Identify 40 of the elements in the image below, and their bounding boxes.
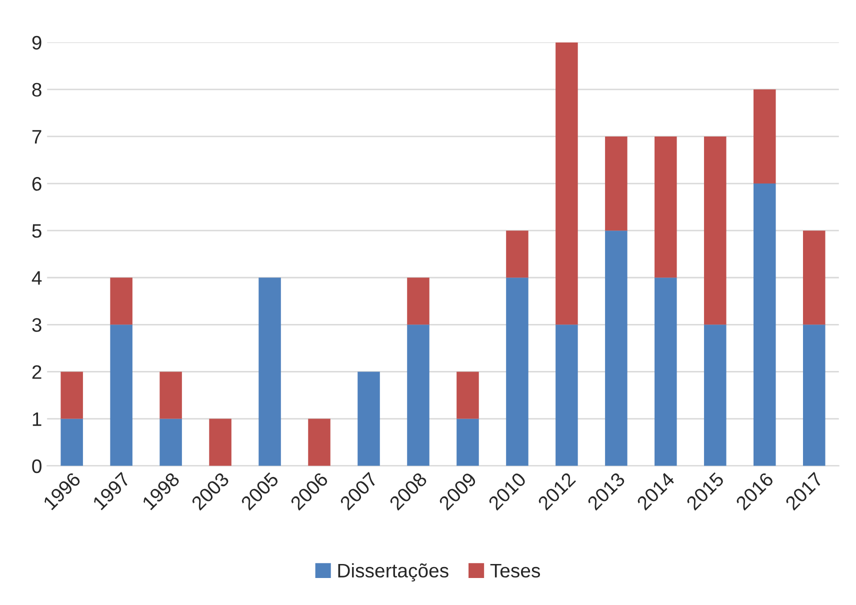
legend-label: Dissertações xyxy=(338,563,448,582)
y-tick-label: 6 xyxy=(32,176,42,191)
bar xyxy=(803,230,826,325)
bar xyxy=(358,372,380,466)
bar xyxy=(60,418,83,466)
bar xyxy=(803,324,826,466)
bar xyxy=(654,278,677,466)
y-tick-label: 3 xyxy=(32,318,42,332)
bar xyxy=(110,278,132,325)
bar xyxy=(704,136,726,325)
y-tick-label: 0 xyxy=(32,459,42,474)
bar xyxy=(456,418,479,466)
bar xyxy=(605,230,628,466)
bar xyxy=(704,324,726,466)
bar xyxy=(556,42,578,325)
bar xyxy=(456,372,479,419)
bar xyxy=(160,418,182,466)
bar xyxy=(754,184,776,466)
legend-label: Teses xyxy=(490,564,540,578)
y-tick-label: 1 xyxy=(32,412,42,426)
bar xyxy=(506,230,528,278)
bar xyxy=(407,278,430,325)
bar xyxy=(754,89,776,184)
bar xyxy=(654,136,677,278)
bar xyxy=(258,278,281,466)
y-tick-label: 5 xyxy=(32,224,42,238)
bar xyxy=(605,136,628,231)
bar xyxy=(110,324,132,466)
bar xyxy=(60,372,83,419)
y-tick-label: 8 xyxy=(32,82,42,97)
y-tick-label: 2 xyxy=(32,365,42,379)
bar xyxy=(556,324,578,466)
y-tick-label: 9 xyxy=(32,36,42,50)
y-tick-label: 4 xyxy=(32,271,42,285)
bar xyxy=(209,418,232,466)
bar xyxy=(160,372,182,419)
y-tick-label: 7 xyxy=(32,130,42,144)
bar xyxy=(506,278,528,466)
bar xyxy=(407,324,430,466)
bar xyxy=(308,418,330,466)
